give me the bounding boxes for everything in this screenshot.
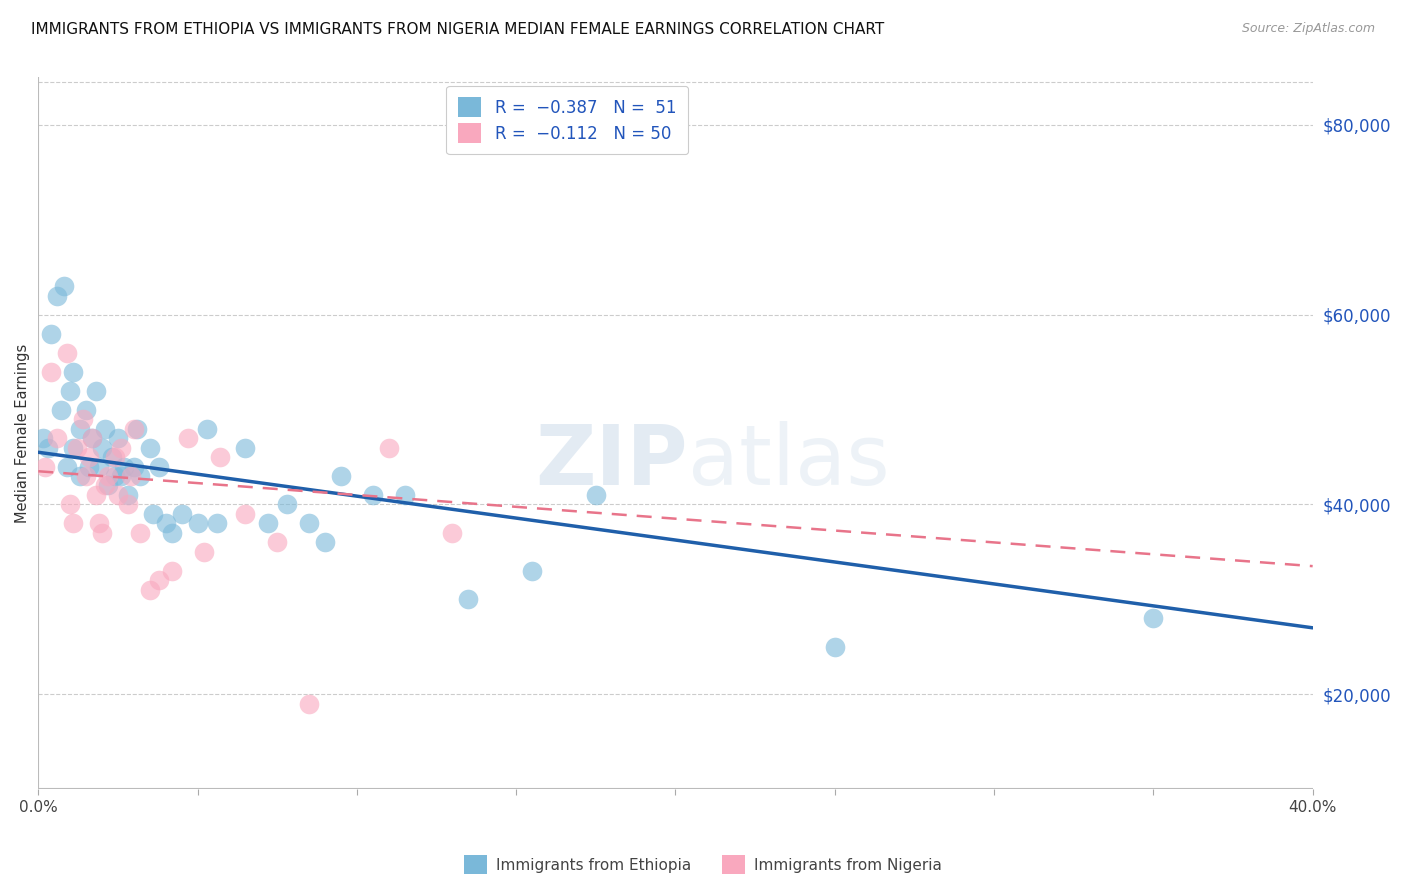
Point xyxy=(69,421,91,435)
Point xyxy=(520,564,543,578)
Text: ZIP: ZIP xyxy=(536,421,688,502)
Legend: R =  −0.387   N =  51, R =  −0.112   N = 50: R = −0.387 N = 51, R = −0.112 N = 50 xyxy=(447,86,688,154)
Point xyxy=(208,450,231,464)
Point xyxy=(148,459,170,474)
Legend: Immigrants from Ethiopia, Immigrants from Nigeria: Immigrants from Ethiopia, Immigrants fro… xyxy=(458,849,948,880)
Point xyxy=(112,459,135,474)
Point xyxy=(52,279,75,293)
Point xyxy=(139,582,162,597)
Point xyxy=(39,326,62,341)
Point xyxy=(276,498,298,512)
Point xyxy=(160,564,183,578)
Point xyxy=(34,459,56,474)
Point xyxy=(314,535,336,549)
Point xyxy=(104,450,127,464)
Point xyxy=(87,516,110,531)
Point xyxy=(107,431,129,445)
Point xyxy=(330,469,353,483)
Point xyxy=(107,488,129,502)
Point xyxy=(205,516,228,531)
Point xyxy=(104,469,127,483)
Point xyxy=(84,488,107,502)
Point xyxy=(298,516,321,531)
Point xyxy=(97,478,120,492)
Point xyxy=(148,574,170,588)
Point xyxy=(46,288,69,302)
Point xyxy=(177,431,200,445)
Point xyxy=(94,421,117,435)
Point xyxy=(117,498,139,512)
Point xyxy=(72,412,94,426)
Point xyxy=(65,441,87,455)
Point xyxy=(122,421,145,435)
Point xyxy=(170,507,193,521)
Point xyxy=(824,640,846,654)
Point xyxy=(79,459,101,474)
Point xyxy=(1142,611,1164,625)
Text: atlas: atlas xyxy=(688,421,890,502)
Point xyxy=(100,450,122,464)
Point xyxy=(160,525,183,540)
Point xyxy=(193,545,215,559)
Point xyxy=(56,345,79,359)
Point xyxy=(82,431,104,445)
Point xyxy=(457,592,479,607)
Point xyxy=(59,384,82,398)
Point xyxy=(441,525,464,540)
Text: IMMIGRANTS FROM ETHIOPIA VS IMMIGRANTS FROM NIGERIA MEDIAN FEMALE EARNINGS CORRE: IMMIGRANTS FROM ETHIOPIA VS IMMIGRANTS F… xyxy=(31,22,884,37)
Point xyxy=(195,421,218,435)
Point xyxy=(187,516,209,531)
Point xyxy=(79,450,101,464)
Point xyxy=(59,498,82,512)
Point xyxy=(84,384,107,398)
Point xyxy=(142,507,165,521)
Point xyxy=(110,441,132,455)
Point xyxy=(75,402,97,417)
Point xyxy=(97,469,120,483)
Point xyxy=(110,469,132,483)
Point xyxy=(235,507,257,521)
Point xyxy=(117,488,139,502)
Point xyxy=(91,441,114,455)
Point xyxy=(120,469,142,483)
Point xyxy=(129,469,152,483)
Point xyxy=(37,441,59,455)
Point xyxy=(62,365,84,379)
Point xyxy=(49,402,72,417)
Point xyxy=(91,525,114,540)
Point xyxy=(122,459,145,474)
Point xyxy=(235,441,257,455)
Point xyxy=(32,431,55,445)
Point xyxy=(62,516,84,531)
Point xyxy=(87,459,110,474)
Point xyxy=(256,516,278,531)
Point xyxy=(378,441,401,455)
Point xyxy=(75,469,97,483)
Point xyxy=(62,441,84,455)
Point xyxy=(361,488,384,502)
Point xyxy=(298,697,321,711)
Point xyxy=(56,459,79,474)
Point xyxy=(129,525,152,540)
Point xyxy=(69,469,91,483)
Text: Source: ZipAtlas.com: Source: ZipAtlas.com xyxy=(1241,22,1375,36)
Point xyxy=(94,478,117,492)
Point xyxy=(585,488,607,502)
Point xyxy=(155,516,177,531)
Point xyxy=(46,431,69,445)
Point xyxy=(82,431,104,445)
Point xyxy=(39,365,62,379)
Y-axis label: Median Female Earnings: Median Female Earnings xyxy=(15,343,30,523)
Point xyxy=(266,535,288,549)
Point xyxy=(139,441,162,455)
Point xyxy=(394,488,416,502)
Point xyxy=(127,421,149,435)
